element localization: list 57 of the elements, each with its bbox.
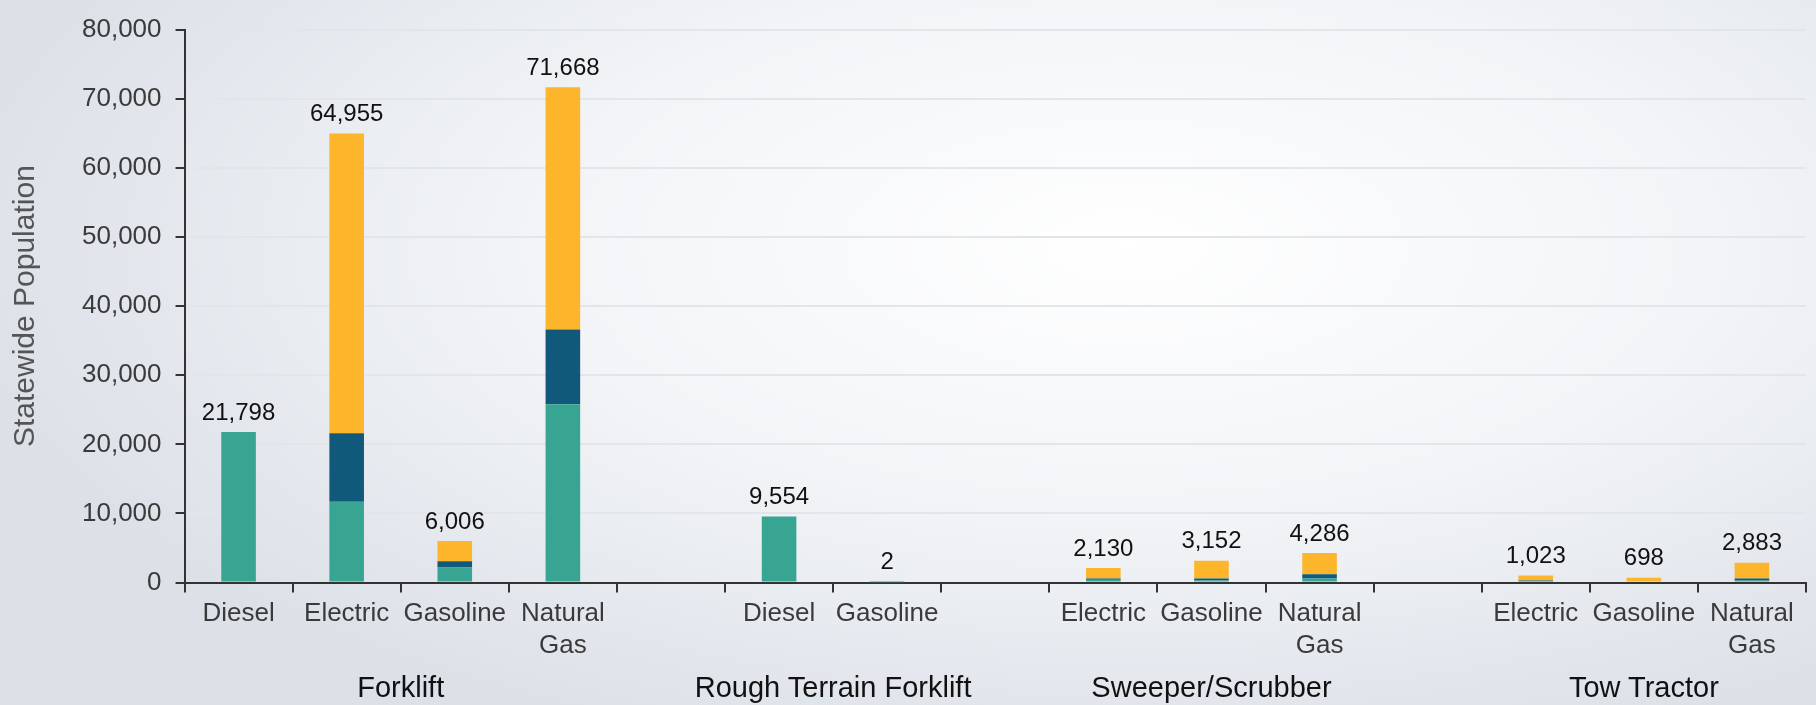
x-tick-label: Gasoline bbox=[403, 597, 507, 628]
x-tick-label: Natural Gas bbox=[1277, 597, 1362, 659]
bar bbox=[437, 561, 473, 568]
total-label: 64,955 bbox=[309, 99, 384, 127]
total-label: 3,152 bbox=[1181, 526, 1242, 554]
text: Forklift bbox=[357, 671, 445, 703]
bar bbox=[437, 567, 473, 582]
x-tick-label: Electric bbox=[1060, 597, 1146, 628]
bar bbox=[1302, 574, 1337, 579]
total-label: 9,554 bbox=[749, 482, 810, 510]
y-tick-label: 0 bbox=[147, 565, 162, 596]
y-tick-label: 50,000 bbox=[81, 220, 162, 251]
bar bbox=[437, 541, 473, 562]
total-label: 71,668 bbox=[526, 52, 600, 80]
bar bbox=[1086, 567, 1121, 579]
text: Sweeper/Scrubber bbox=[1091, 671, 1332, 703]
y-tick-label: 20,000 bbox=[81, 427, 162, 458]
x-tick-label: Electric bbox=[304, 597, 390, 628]
total-label: 2 bbox=[880, 547, 894, 575]
total-label: 2,883 bbox=[1721, 528, 1782, 556]
y-tick-label: 80,000 bbox=[81, 12, 162, 43]
bar bbox=[329, 501, 364, 582]
bar bbox=[1518, 575, 1554, 581]
x-tick-label: Gasoline bbox=[1592, 597, 1696, 628]
y-tick-label: 40,000 bbox=[81, 289, 162, 320]
total-label: 2,130 bbox=[1073, 533, 1134, 561]
text: Rough Terrain Forklift bbox=[694, 671, 972, 703]
x-tick-label: Gasoline bbox=[1160, 597, 1263, 628]
bar bbox=[761, 516, 797, 582]
bar bbox=[1302, 552, 1337, 575]
y-tick-label: 60,000 bbox=[81, 151, 162, 182]
bar bbox=[545, 404, 581, 582]
bar bbox=[1302, 578, 1337, 582]
bar bbox=[545, 87, 581, 330]
bar bbox=[545, 329, 581, 405]
x-tick-label: Diesel bbox=[742, 597, 816, 628]
bar bbox=[1194, 560, 1229, 579]
total-label: 6,006 bbox=[424, 506, 485, 534]
bar bbox=[1734, 562, 1770, 579]
bar bbox=[329, 133, 364, 434]
total-label: 21,798 bbox=[201, 397, 276, 425]
bar bbox=[329, 433, 364, 502]
total-label: 1,023 bbox=[1505, 541, 1566, 569]
x-tick-label: Diesel bbox=[202, 597, 275, 628]
total-label: 4,286 bbox=[1289, 518, 1350, 546]
text: Tow Tractor bbox=[1568, 671, 1720, 703]
x-tick-label: Natural Gas bbox=[1710, 597, 1794, 659]
total-label: 698 bbox=[1623, 543, 1664, 571]
y-axis-title: Statewide Population bbox=[7, 165, 41, 448]
x-tick-label: Gasoline bbox=[835, 597, 939, 628]
y-tick-label: 70,000 bbox=[81, 81, 162, 112]
x-tick-label: Natural Gas bbox=[520, 597, 605, 659]
y-tick-label: 30,000 bbox=[81, 358, 162, 389]
y-tick-label: 10,000 bbox=[81, 496, 162, 527]
x-tick-label: Electric bbox=[1493, 597, 1579, 628]
bar bbox=[1626, 577, 1662, 582]
bar bbox=[221, 431, 256, 582]
